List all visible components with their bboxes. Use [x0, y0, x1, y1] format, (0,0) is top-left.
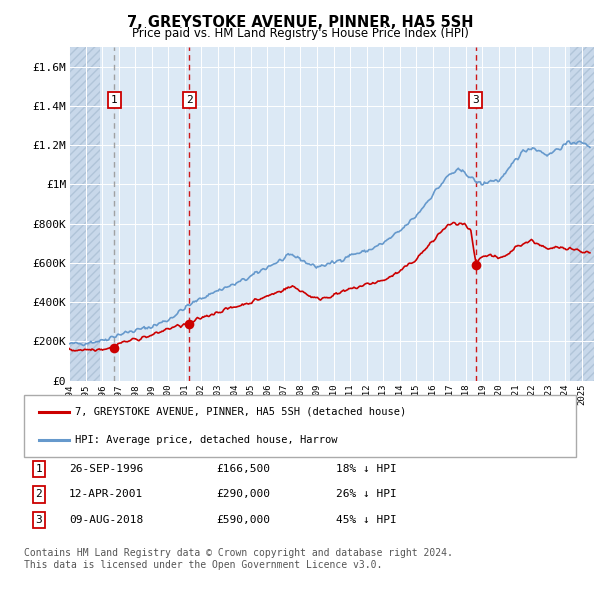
Text: 1: 1	[111, 95, 118, 105]
Text: 2: 2	[35, 490, 43, 499]
Text: 7, GREYSTOKE AVENUE, PINNER, HA5 5SH (detached house): 7, GREYSTOKE AVENUE, PINNER, HA5 5SH (de…	[75, 407, 406, 417]
Text: 7, GREYSTOKE AVENUE, PINNER, HA5 5SH: 7, GREYSTOKE AVENUE, PINNER, HA5 5SH	[127, 15, 473, 30]
Text: 3: 3	[473, 95, 479, 105]
Text: 2: 2	[186, 95, 193, 105]
Text: 18% ↓ HPI: 18% ↓ HPI	[336, 464, 397, 474]
Bar	[570, 47, 595, 381]
Text: 3: 3	[35, 515, 43, 525]
Text: 26% ↓ HPI: 26% ↓ HPI	[336, 490, 397, 499]
Text: 26-SEP-1996: 26-SEP-1996	[69, 464, 143, 474]
Text: 12-APR-2001: 12-APR-2001	[69, 490, 143, 499]
Text: This data is licensed under the Open Government Licence v3.0.: This data is licensed under the Open Gov…	[24, 560, 382, 571]
Text: £166,500: £166,500	[216, 464, 270, 474]
Text: HPI: Average price, detached house, Harrow: HPI: Average price, detached house, Harr…	[75, 435, 337, 444]
Text: Contains HM Land Registry data © Crown copyright and database right 2024.: Contains HM Land Registry data © Crown c…	[24, 548, 453, 558]
Text: 45% ↓ HPI: 45% ↓ HPI	[336, 515, 397, 525]
Text: £290,000: £290,000	[216, 490, 270, 499]
Text: 09-AUG-2018: 09-AUG-2018	[69, 515, 143, 525]
Bar	[69, 47, 100, 381]
Text: 1: 1	[35, 464, 43, 474]
Text: Price paid vs. HM Land Registry's House Price Index (HPI): Price paid vs. HM Land Registry's House …	[131, 27, 469, 40]
Text: £590,000: £590,000	[216, 515, 270, 525]
